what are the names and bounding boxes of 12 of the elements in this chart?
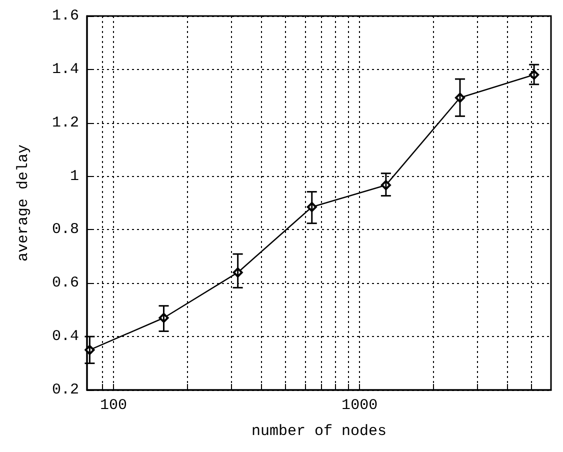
y-axis-title: average delay <box>15 144 32 262</box>
y-tick-label: 1 <box>70 168 79 185</box>
y-tick-label: 1.2 <box>52 114 79 132</box>
y-tick-label: 0.4 <box>52 328 79 346</box>
y-tick-label: 0.8 <box>52 221 79 238</box>
x-tick-label: 1000 <box>342 397 378 414</box>
x-axis-title: number of nodes <box>251 423 387 440</box>
y-tick-label: 1.6 <box>52 8 79 24</box>
y-tick-label: 0.2 <box>52 382 79 398</box>
y-tick-label: 0.6 <box>52 274 79 292</box>
y-tick-label: 1.4 <box>52 60 79 78</box>
x-tick-label: 100 <box>100 397 128 414</box>
